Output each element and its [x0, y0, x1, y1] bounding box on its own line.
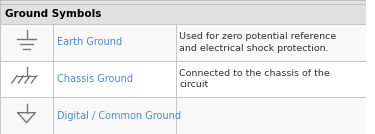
Text: Ground Symbols: Ground Symbols	[5, 9, 101, 19]
Text: Earth Ground: Earth Ground	[57, 37, 122, 47]
Text: Digital / Common Ground: Digital / Common Ground	[57, 111, 181, 121]
Text: Connected to the chassis of the
circuit: Connected to the chassis of the circuit	[180, 69, 330, 89]
Text: Used for zero potential reference
and electrical shock protection.: Used for zero potential reference and el…	[180, 32, 337, 53]
Text: Chassis Ground: Chassis Ground	[57, 74, 133, 84]
